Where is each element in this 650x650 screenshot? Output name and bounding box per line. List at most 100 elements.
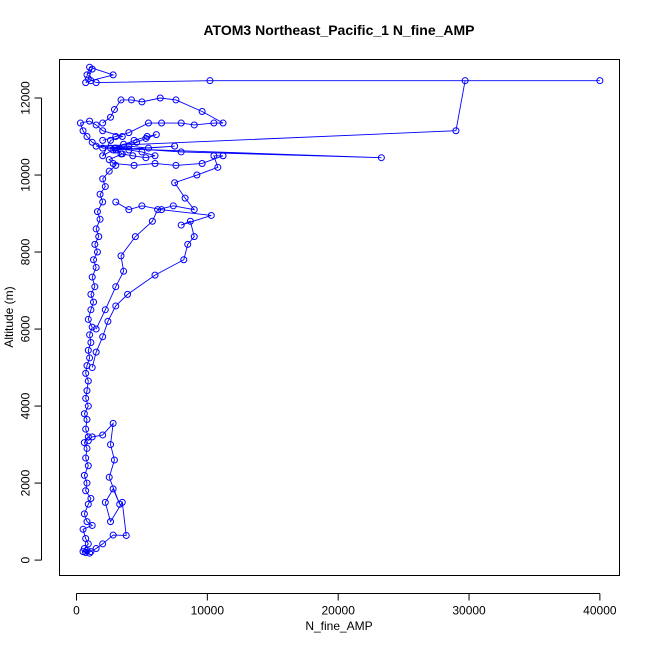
data-point — [82, 487, 90, 495]
data-point — [156, 94, 164, 102]
data-point — [151, 159, 159, 167]
series-5 — [99, 94, 227, 144]
data-point — [92, 142, 100, 150]
data-point — [87, 548, 95, 556]
data-point — [219, 152, 227, 160]
data-point — [92, 121, 100, 129]
data-point — [127, 96, 135, 104]
data-point — [184, 240, 192, 248]
data-point — [190, 121, 198, 129]
x-tick-label: 40000 — [583, 603, 617, 617]
data-point — [138, 98, 146, 106]
data-point — [96, 190, 104, 198]
x-tick-label: 0 — [73, 603, 80, 617]
y-tick-label: 6000 — [19, 315, 33, 342]
data-point — [138, 202, 146, 210]
series-line — [85, 422, 127, 553]
data-point — [88, 323, 96, 331]
data-point — [169, 202, 177, 210]
series-6 — [110, 131, 160, 162]
data-point — [84, 462, 92, 470]
data-point — [83, 518, 91, 526]
data-point — [144, 144, 152, 152]
data-point — [120, 140, 128, 148]
data-point — [82, 535, 90, 543]
data-point — [87, 339, 95, 347]
data-point — [152, 131, 160, 139]
data-point — [138, 148, 146, 156]
data-point — [104, 317, 112, 325]
data-point — [95, 233, 103, 241]
y-axis: 0 2000 4000 6000 8000 10000 12000 — [19, 81, 42, 563]
data-point — [206, 77, 214, 85]
data-point — [83, 133, 91, 141]
data-point — [82, 79, 90, 87]
x-tick-label: 20000 — [322, 603, 356, 617]
data-point — [88, 273, 96, 281]
data-point — [87, 290, 95, 298]
data-point — [84, 346, 92, 354]
data-point — [83, 387, 91, 395]
data-point — [198, 107, 206, 115]
data-point — [124, 290, 132, 298]
series-line — [102, 97, 224, 141]
data-point — [129, 152, 137, 160]
data-point — [99, 540, 107, 548]
data-point — [82, 394, 90, 402]
data-point — [109, 159, 117, 167]
data-point — [105, 156, 113, 164]
y-tick-label: 0 — [19, 556, 33, 563]
data-point — [87, 306, 95, 314]
data-point — [180, 256, 188, 264]
data-point — [154, 206, 162, 214]
data-point — [130, 161, 138, 169]
data-point — [158, 119, 166, 127]
data-point — [120, 267, 128, 275]
data-point — [83, 416, 91, 424]
data-point — [86, 331, 94, 339]
x-tick-label: 10000 — [191, 603, 225, 617]
y-tick-label: 2000 — [19, 469, 33, 496]
data-point — [96, 215, 104, 223]
data-point — [99, 198, 107, 206]
data-point — [112, 283, 120, 291]
data-point — [84, 437, 92, 445]
data-point — [117, 150, 125, 158]
data-point — [190, 233, 198, 241]
data-point — [99, 119, 107, 127]
data-point — [88, 138, 96, 146]
y-tick-label: 4000 — [19, 392, 33, 419]
data-point — [101, 498, 109, 506]
data-point — [92, 263, 100, 271]
data-point — [86, 63, 94, 71]
data-point — [131, 233, 139, 241]
data-point — [112, 302, 120, 310]
data-point — [84, 377, 92, 385]
data-point — [190, 206, 198, 214]
data-point — [148, 217, 156, 225]
data-point — [172, 161, 180, 169]
data-point — [87, 494, 95, 502]
data-point — [83, 71, 91, 79]
x-tick-label: 30000 — [452, 603, 486, 617]
data-point — [171, 142, 179, 150]
data-point — [80, 510, 88, 518]
data-point — [86, 117, 94, 125]
data-point — [118, 133, 126, 141]
y-tick-label: 8000 — [19, 238, 33, 265]
data-point — [82, 548, 90, 556]
data-point — [133, 138, 141, 146]
data-point — [171, 179, 179, 187]
data-point — [110, 106, 118, 114]
data-point — [99, 175, 107, 183]
series-1 — [76, 63, 604, 557]
data-point — [84, 540, 92, 548]
data-point — [214, 163, 222, 171]
data-point — [88, 433, 96, 441]
data-point — [109, 531, 117, 539]
data-point — [109, 71, 117, 79]
data-point — [79, 525, 87, 533]
data-point — [93, 248, 101, 256]
series-2 — [82, 419, 130, 556]
data-point — [84, 315, 92, 323]
